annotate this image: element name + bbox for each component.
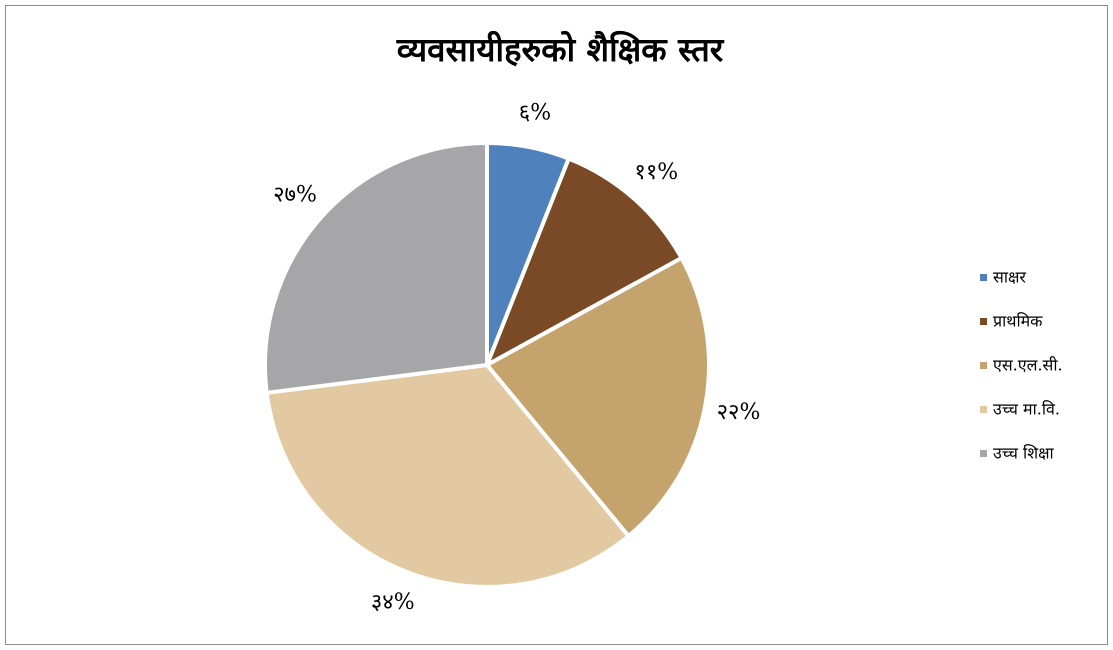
data-label: २७% [273,183,317,208]
data-label: २२% [717,400,761,425]
legend-swatch [980,450,987,457]
legend-label: प्राथमिक [993,312,1043,331]
legend-swatch [980,318,987,325]
legend-label: उच्च शिक्षा [993,444,1055,463]
data-label: ३४% [371,590,415,615]
legend-label: उच्च मा.वि. [993,400,1060,419]
legend-swatch [980,406,987,413]
data-label: ६% [519,101,551,126]
legend-swatch [980,274,987,281]
chart-title: व्यवसायीहरुको शैक्षिक स्तर [396,30,725,69]
data-label: ११% [634,160,678,185]
legend-swatch [980,362,987,369]
chart: व्यवसायीहरुको शैक्षिक स्तर ६% ११% २२% ३४% २७… [0,0,1113,650]
legend-label: साक्षर [993,268,1026,287]
legend-label: एस.एल.सी. [993,356,1063,375]
